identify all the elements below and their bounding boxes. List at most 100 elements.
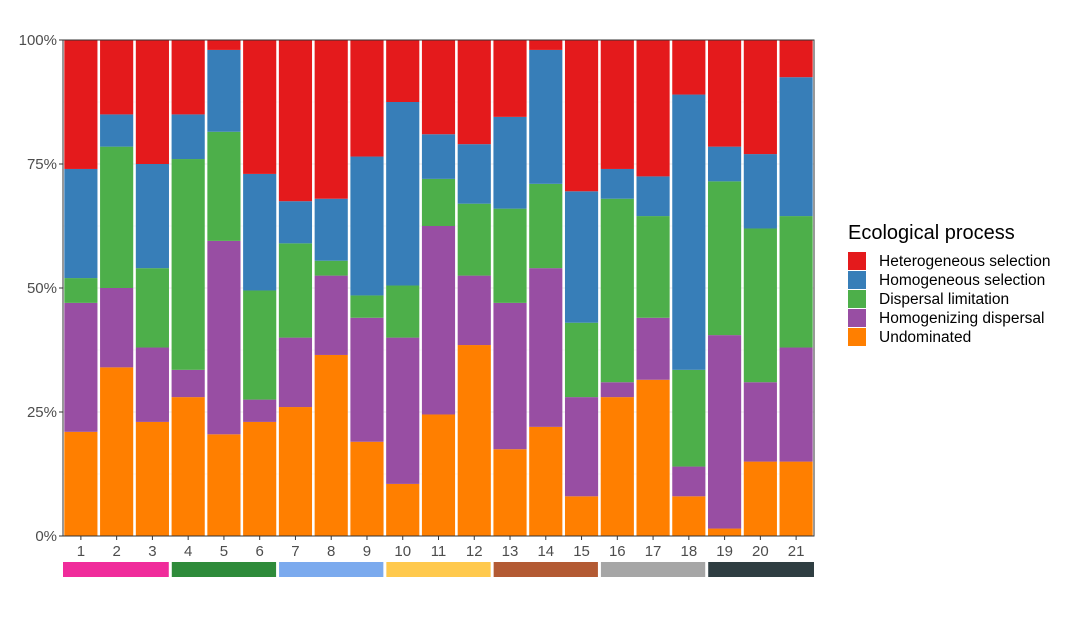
y-tick-label: 75%	[27, 156, 57, 173]
bar-segment	[314, 354, 348, 536]
bar-segment	[314, 198, 348, 261]
bar-segment	[457, 40, 491, 145]
group-bar-segment	[600, 562, 706, 577]
bar-segment	[100, 146, 134, 288]
bar-segment	[708, 181, 742, 336]
x-tick-label: 14	[537, 543, 554, 560]
bar-segment	[672, 369, 706, 467]
x-tick-label: 9	[363, 543, 371, 560]
bar-segment	[421, 178, 456, 226]
bar-segment	[207, 434, 241, 536]
bar-segment	[243, 173, 277, 291]
legend-label: Undominated	[879, 329, 971, 346]
bar-segment	[100, 367, 134, 536]
bar-segment	[135, 164, 169, 269]
legend-key	[848, 309, 866, 327]
x-tick-label: 2	[112, 543, 120, 560]
bar-segment	[386, 337, 420, 484]
group-bar-segment	[171, 562, 277, 577]
bar-segment	[708, 335, 742, 529]
bar-segment	[672, 94, 706, 370]
bar-segment	[564, 397, 599, 497]
bar-segment	[457, 345, 491, 536]
bar-segment	[493, 208, 527, 303]
group-bar-segment	[386, 562, 491, 577]
plot-area	[62, 39, 815, 537]
x-tick-label: 16	[609, 543, 626, 560]
bar-segment	[135, 40, 169, 164]
bar-segment	[100, 114, 134, 147]
x-tick-label: 5	[220, 543, 228, 560]
x-tick-label: 12	[466, 543, 483, 560]
y-tick-label: 25%	[27, 404, 57, 421]
bar-segment	[636, 379, 670, 536]
bar-segment	[636, 216, 670, 318]
legend-key	[848, 328, 866, 346]
bar-segment	[243, 40, 277, 174]
x-tick-label: 8	[327, 543, 335, 560]
bar-segment	[243, 399, 277, 422]
x-tick-label: 4	[184, 543, 192, 560]
bar-segment	[64, 302, 98, 432]
bar-segment	[350, 295, 384, 318]
bar-segment	[171, 40, 205, 115]
x-tick-label: 18	[680, 543, 697, 560]
legend-key	[848, 290, 866, 308]
bar-segment	[779, 40, 813, 78]
bar-segment	[350, 40, 384, 157]
bar-segment	[207, 40, 241, 50]
x-tick-label: 17	[645, 543, 662, 560]
bar-segment	[529, 49, 563, 184]
bar-segment	[350, 441, 384, 536]
bar-segment	[779, 216, 813, 348]
bar-segment	[171, 397, 205, 536]
bar-segment	[493, 449, 527, 536]
group-bar-segment	[493, 562, 598, 577]
bar-segment	[386, 285, 420, 338]
bar-segment	[350, 317, 384, 442]
bar-segment	[779, 77, 813, 217]
bar-segment	[636, 317, 670, 380]
bar-segment	[529, 268, 563, 427]
bar-segment	[672, 496, 706, 536]
bar-segment	[564, 496, 599, 536]
bar-segment	[278, 337, 313, 408]
bar-segment	[64, 278, 98, 303]
bar-segment	[314, 40, 348, 199]
x-tick-label: 13	[502, 543, 519, 560]
x-tick-label: 7	[291, 543, 299, 560]
group-bar-segment	[708, 562, 814, 577]
bar-segment	[243, 421, 277, 536]
x-tick-label: 1	[77, 543, 85, 560]
bar-segment	[600, 168, 634, 199]
bar-segment	[64, 40, 98, 169]
bar-segment	[529, 40, 563, 50]
bar-segment	[779, 461, 813, 536]
bar-segment	[207, 49, 241, 132]
legend-key	[848, 271, 866, 289]
bar-segment	[564, 40, 599, 192]
bar-segment	[529, 426, 563, 536]
bar-segment	[421, 414, 456, 536]
x-tick-label: 10	[394, 543, 411, 560]
x-tick-label: 6	[256, 543, 264, 560]
bar-segment	[64, 431, 98, 536]
x-tick-label: 19	[716, 543, 733, 560]
legend: Ecological process Heterogeneous selecti…	[848, 222, 1050, 346]
bar-segment	[708, 40, 742, 147]
bar-segment	[421, 134, 456, 179]
bar-segment	[135, 347, 169, 422]
bar-segment	[708, 528, 742, 536]
bar-segment	[564, 191, 599, 323]
legend-label: Dispersal limitation	[879, 291, 1009, 308]
x-tick-label: 3	[148, 543, 156, 560]
bar-segment	[278, 201, 313, 244]
bar-segment	[386, 102, 420, 286]
bar-segment	[64, 168, 98, 279]
bar-segment	[278, 40, 313, 202]
bar-segment	[314, 275, 348, 355]
bar-segment	[207, 131, 241, 241]
bar-segment	[207, 240, 241, 435]
legend-title: Ecological process	[848, 222, 1015, 244]
